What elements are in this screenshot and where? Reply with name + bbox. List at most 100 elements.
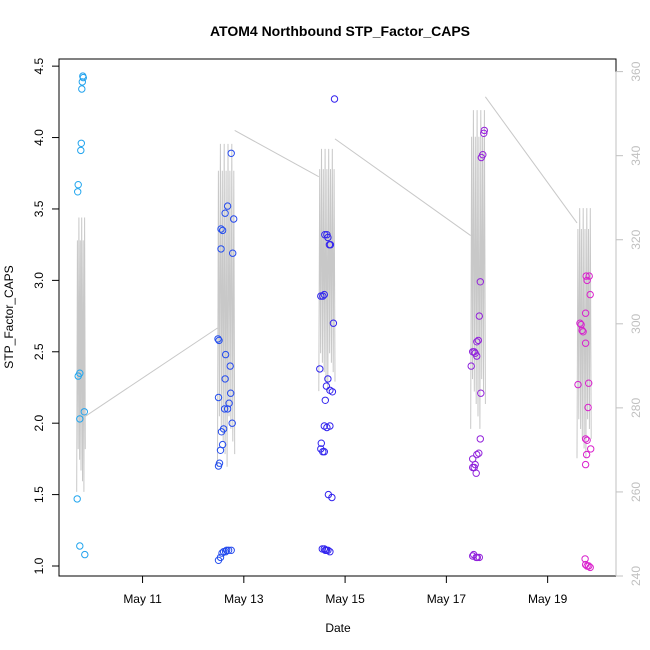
- data-point: [473, 553, 481, 562]
- x-axis-label: Date: [325, 621, 351, 635]
- data-point: [320, 448, 328, 456]
- data-point: [477, 153, 485, 162]
- y-axis-label: STP_Factor_CAPS: [2, 265, 16, 368]
- data-point: [216, 446, 225, 454]
- data-point: [223, 405, 232, 413]
- data-point: [80, 408, 89, 416]
- data-point: [220, 405, 229, 413]
- data-point: [467, 362, 475, 370]
- data-point: [324, 546, 332, 554]
- data-point: [330, 95, 339, 103]
- y2-tick-label: 260: [629, 482, 643, 502]
- data-point: [480, 129, 488, 138]
- data-point: [583, 276, 591, 285]
- data-point: [221, 375, 229, 383]
- trace-connector: [334, 138, 471, 236]
- data-point: [223, 202, 232, 210]
- data-point: [586, 290, 594, 299]
- data-point: [74, 372, 82, 380]
- data-point: [587, 445, 595, 453]
- data-point: [585, 562, 593, 570]
- data-point: [76, 415, 84, 423]
- data-point: [326, 241, 335, 249]
- trace-burst: [576, 208, 592, 459]
- y-tick-label: 2.0: [32, 415, 46, 432]
- data-point: [585, 272, 593, 280]
- data-point: [328, 493, 336, 502]
- trace-connector: [234, 130, 320, 178]
- data-point: [218, 226, 227, 235]
- data-point: [77, 146, 85, 155]
- y-tick-label: 4.5: [32, 57, 46, 74]
- data-point: [473, 450, 481, 459]
- data-point: [217, 225, 225, 233]
- plot-frame: [58, 58, 617, 577]
- data-point: [77, 139, 86, 148]
- data-point: [78, 85, 86, 93]
- y-axis: 1.0 1.5 2.0 2.5 3.0 3.5 4.0 4.5: [32, 57, 60, 574]
- data-point: [585, 379, 593, 387]
- data-point: [581, 555, 589, 563]
- x-tick-label: May 11: [123, 592, 162, 606]
- data-point: [73, 495, 81, 503]
- data-point: [586, 563, 594, 572]
- data-point: [79, 73, 88, 82]
- data-point: [316, 365, 324, 373]
- data-point: [214, 556, 223, 564]
- data-point: [579, 328, 587, 336]
- data-point: [218, 549, 226, 557]
- data-point: [475, 312, 483, 320]
- data-point: [81, 550, 89, 559]
- data-point: [74, 181, 82, 189]
- data-point: [324, 233, 332, 242]
- data-point: [227, 389, 235, 397]
- y2-tick-label: 340: [629, 145, 643, 165]
- data-point: [475, 553, 483, 562]
- right-axis-trace: [76, 96, 592, 492]
- data-point: [576, 319, 584, 327]
- data-point: [581, 309, 590, 317]
- y2-tick-label: 320: [629, 229, 643, 249]
- data-point: [215, 336, 223, 345]
- data-points: [73, 72, 595, 572]
- trace-connector: [484, 96, 578, 224]
- data-point: [230, 215, 238, 223]
- data-point: [582, 272, 590, 280]
- data-point: [578, 326, 586, 335]
- y2-axis: 240 260 280 300 320 340 360: [615, 61, 643, 586]
- data-point: [221, 350, 230, 359]
- data-point: [78, 78, 87, 86]
- data-point: [227, 546, 235, 554]
- y-tick-label: 4.0: [32, 129, 46, 146]
- data-point: [476, 435, 484, 443]
- data-point: [581, 435, 590, 443]
- data-point: [226, 362, 234, 370]
- data-point: [324, 375, 332, 383]
- data-point: [581, 339, 590, 347]
- data-point: [217, 428, 226, 436]
- x-tick-label: May 19: [528, 592, 568, 606]
- data-point: [317, 439, 325, 447]
- data-point: [472, 469, 480, 477]
- data-point: [221, 548, 230, 556]
- chart-title: ATOM4 Northbound STP_Factor_CAPS: [210, 23, 470, 39]
- data-point: [473, 338, 481, 346]
- y2-tick-label: 240: [629, 566, 643, 586]
- data-point: [229, 249, 237, 257]
- data-point: [326, 422, 334, 430]
- data-point: [214, 462, 223, 470]
- x-tick-label: May 13: [224, 592, 264, 606]
- data-point: [317, 292, 325, 300]
- data-point: [328, 388, 337, 396]
- data-point: [214, 393, 223, 402]
- data-point: [320, 290, 328, 299]
- y2-tick-label: 300: [629, 313, 643, 333]
- y2-tick-label: 280: [629, 398, 643, 418]
- data-point: [326, 548, 334, 556]
- data-point: [74, 188, 82, 196]
- y-tick-label: 1.0: [32, 557, 46, 574]
- data-point: [322, 382, 331, 390]
- data-point: [473, 352, 481, 360]
- data-point: [321, 396, 329, 404]
